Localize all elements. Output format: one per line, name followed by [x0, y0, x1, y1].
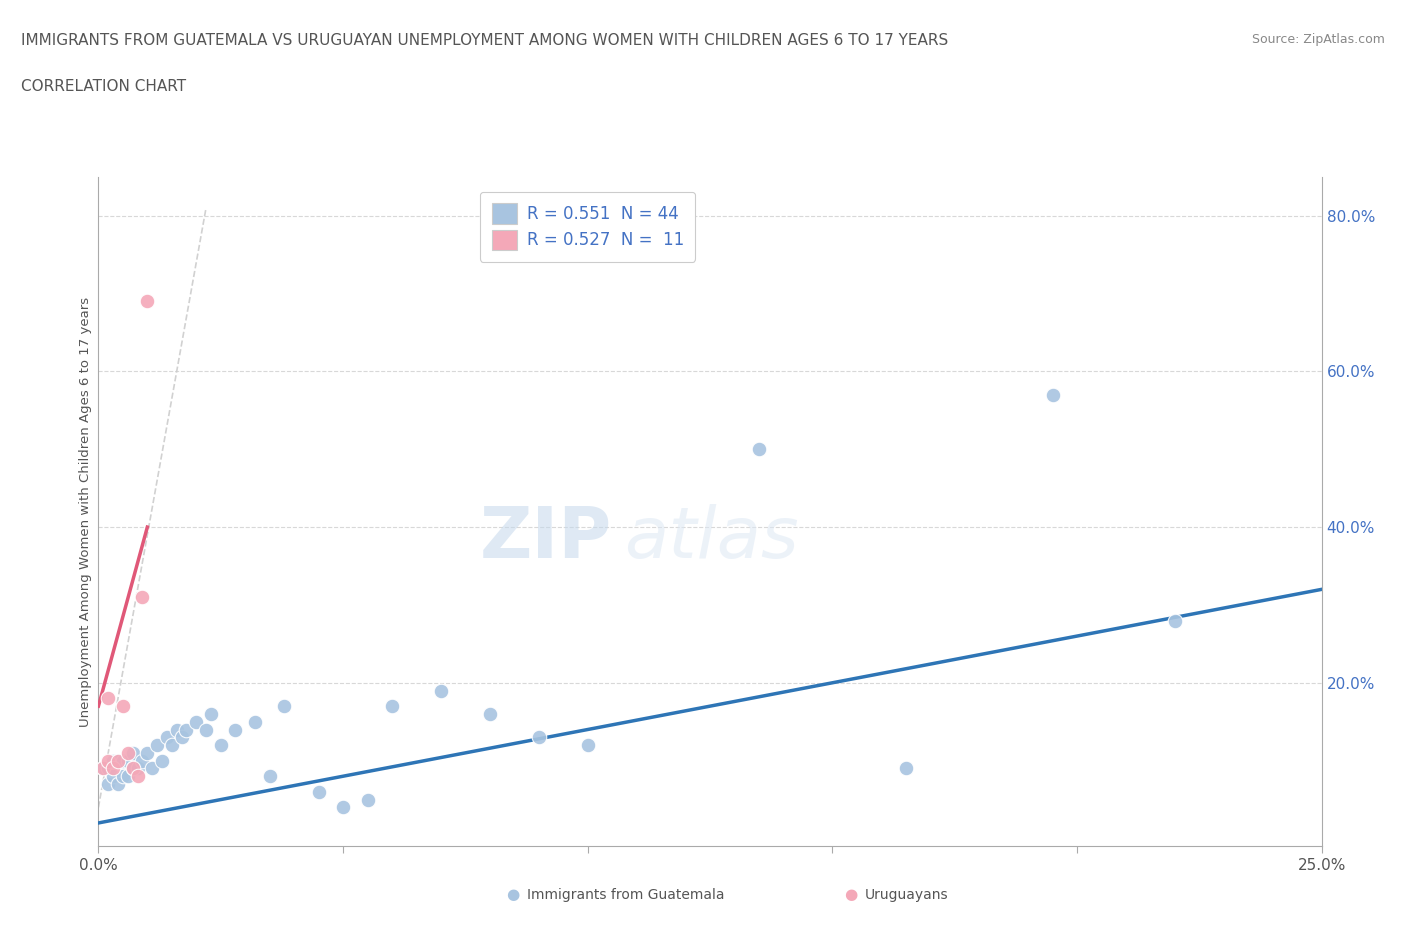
Point	[170, 730, 193, 745]
Text: Uruguayans: Uruguayans	[865, 887, 948, 902]
Point	[107, 753, 129, 768]
Point	[97, 753, 120, 768]
Point	[156, 730, 179, 745]
Text: IMMIGRANTS FROM GUATEMALA VS URUGUAYAN UNEMPLOYMENT AMONG WOMEN WITH CHILDREN AG: IMMIGRANTS FROM GUATEMALA VS URUGUAYAN U…	[21, 33, 948, 47]
Text: Immigrants from Guatemala: Immigrants from Guatemala	[527, 887, 724, 902]
Point	[101, 761, 124, 776]
Text: CORRELATION CHART: CORRELATION CHART	[21, 79, 186, 94]
Text: atlas: atlas	[624, 504, 799, 573]
Point	[111, 769, 134, 784]
Point	[894, 761, 917, 776]
Point	[101, 753, 124, 768]
Point	[97, 777, 120, 791]
Text: Source: ZipAtlas.com: Source: ZipAtlas.com	[1251, 33, 1385, 46]
Point	[527, 730, 550, 745]
Point	[150, 753, 173, 768]
Point	[121, 761, 143, 776]
Point	[195, 722, 218, 737]
Point	[1164, 613, 1187, 628]
Point	[111, 753, 134, 768]
Point	[97, 691, 120, 706]
Point	[308, 784, 330, 799]
Point	[748, 442, 770, 457]
Point	[107, 777, 129, 791]
Point	[1042, 387, 1064, 402]
Point	[91, 761, 114, 776]
Point	[97, 761, 120, 776]
Point	[224, 722, 246, 737]
Text: ●: ●	[506, 887, 520, 902]
Point	[136, 746, 159, 761]
Point	[111, 698, 134, 713]
Point	[259, 769, 281, 784]
Point	[101, 769, 124, 784]
Point	[131, 590, 153, 604]
Point	[200, 707, 222, 722]
Point	[136, 294, 159, 309]
Point	[166, 722, 188, 737]
Point	[243, 714, 266, 729]
Point	[91, 761, 114, 776]
Text: ●: ●	[844, 887, 858, 902]
Point	[209, 737, 232, 752]
Point	[117, 769, 139, 784]
Point	[107, 753, 129, 768]
Legend: R = 0.551  N = 44, R = 0.527  N =  11: R = 0.551 N = 44, R = 0.527 N = 11	[479, 192, 696, 261]
Point	[121, 761, 143, 776]
Point	[131, 753, 153, 768]
Point	[127, 761, 149, 776]
Point	[186, 714, 208, 729]
Text: ZIP: ZIP	[479, 504, 612, 573]
Point	[478, 707, 501, 722]
Point	[273, 698, 295, 713]
Point	[117, 753, 139, 768]
Point	[430, 684, 453, 698]
Point	[332, 800, 354, 815]
Point	[141, 761, 163, 776]
Point	[176, 722, 198, 737]
Point	[146, 737, 169, 752]
Y-axis label: Unemployment Among Women with Children Ages 6 to 17 years: Unemployment Among Women with Children A…	[79, 297, 91, 726]
Point	[381, 698, 404, 713]
Point	[576, 737, 599, 752]
Point	[117, 746, 139, 761]
Point	[127, 769, 149, 784]
Point	[121, 746, 143, 761]
Point	[160, 737, 183, 752]
Point	[356, 792, 378, 807]
